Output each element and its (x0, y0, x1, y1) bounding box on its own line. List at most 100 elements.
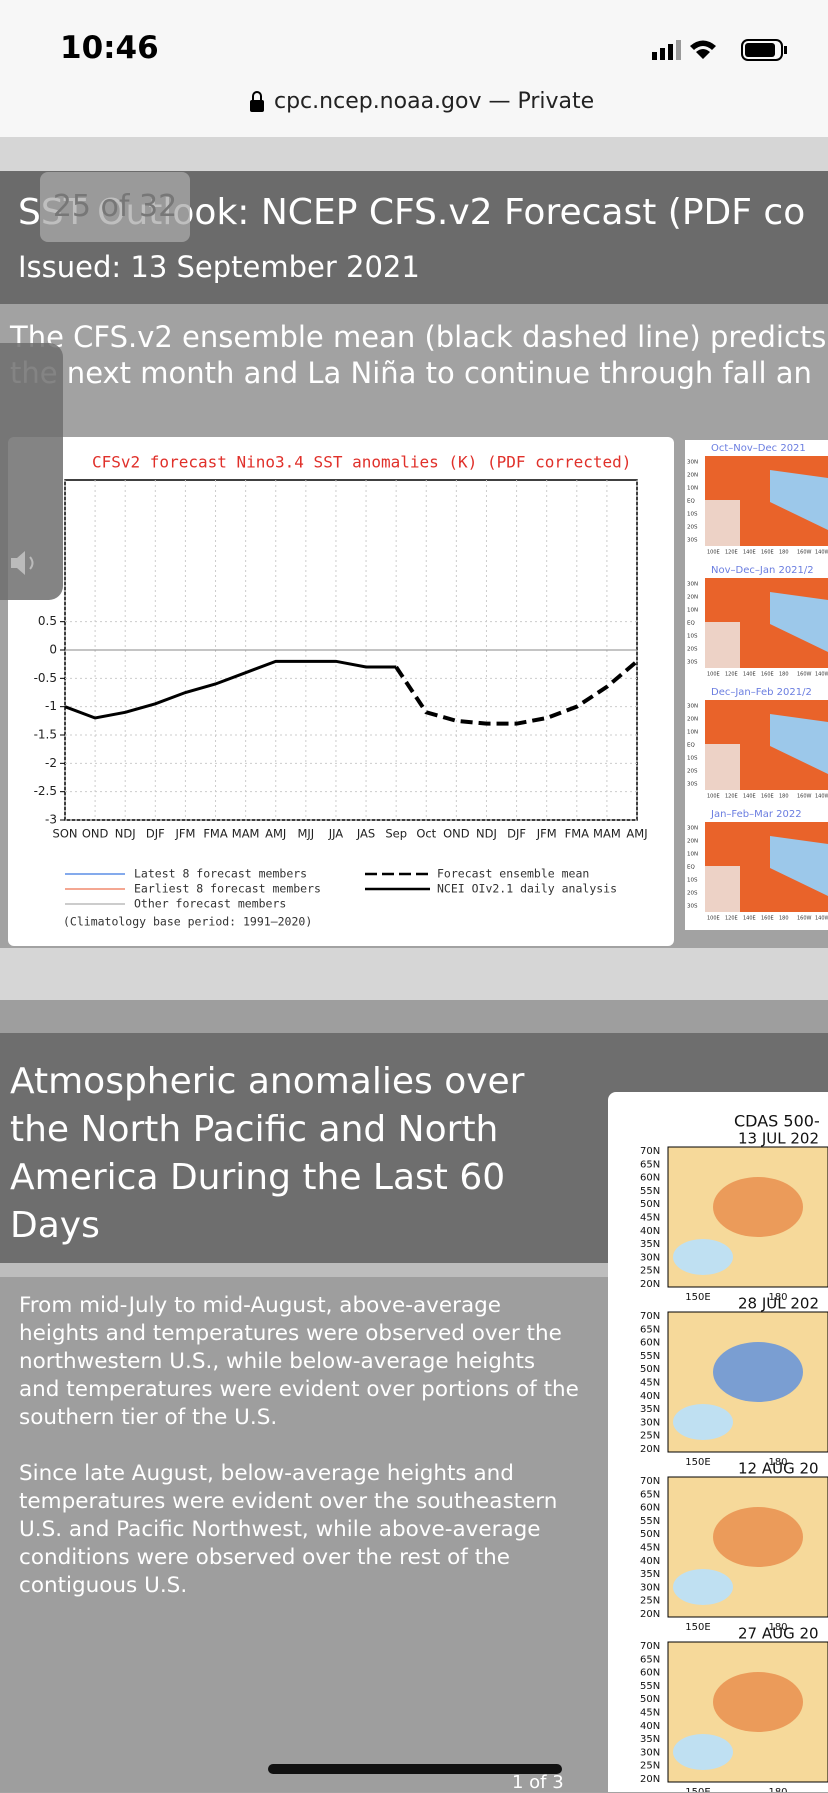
lat-label: 30N (640, 1747, 660, 1758)
slide-counter: 25 of 32 (40, 172, 190, 242)
lat-label: EQ (687, 865, 695, 871)
lat-label: 20N (640, 1444, 660, 1455)
x-tick-label: NDJ (115, 827, 136, 841)
lat-label: 60N (640, 1503, 660, 1514)
map-frame (667, 1476, 828, 1618)
map-blob (673, 1569, 733, 1605)
series-line (64, 659, 397, 720)
x-tick-label: Oct (416, 827, 436, 841)
y-tick-label: -1.5 (34, 728, 57, 742)
lat-label: 65N (640, 1654, 660, 1665)
lon-label: 140W (815, 672, 828, 678)
lon-label: 100E (707, 794, 720, 800)
lon-label: 180 (768, 1457, 787, 1468)
lat-label: 40N (640, 1721, 660, 1732)
x-tick-label: Sep (385, 827, 407, 841)
legend-label: Latest 8 forecast members (134, 867, 307, 881)
lat-label: 30N (640, 1582, 660, 1593)
lat-label: 20S (687, 525, 698, 531)
lat-label: 70N (640, 1641, 660, 1652)
lat-label: EQ (687, 499, 695, 505)
lat-label: 25N (640, 1266, 660, 1277)
lon-label: 160E (761, 672, 774, 678)
lon-label: 140E (743, 672, 756, 678)
status-icons (652, 39, 787, 61)
lat-label: 10N (687, 852, 698, 858)
clock: 10:46 (60, 30, 159, 66)
x-tick-label: NDJ (476, 827, 497, 841)
paragraph: Since late August, below-average heights… (19, 1461, 558, 1598)
chart-title: CFSv2 forecast Nino3.4 SST anomalies (K)… (92, 453, 631, 472)
lat-label: 30S (687, 904, 698, 910)
lat-label: 40N (640, 1226, 660, 1237)
y-tick-label: -2 (45, 756, 57, 770)
lat-label: 60N (640, 1338, 660, 1349)
legend-label: Forecast ensemble mean (437, 867, 589, 881)
lat-label: 65N (640, 1489, 660, 1500)
panel-title: CDAS 500- (734, 1112, 820, 1131)
lat-label: 20S (687, 647, 698, 653)
lat-label: 60N (640, 1668, 660, 1679)
home-indicator (268, 1764, 562, 1774)
lat-label: 55N (640, 1351, 660, 1362)
lat-label: 30N (687, 704, 698, 710)
lon-label: 140W (815, 550, 828, 556)
lat-label: 10S (687, 634, 698, 640)
map-land (705, 500, 740, 546)
lat-label: 50N (640, 1529, 660, 1540)
x-tick-label: FMA (203, 827, 228, 841)
map-land (705, 622, 740, 668)
lat-label: 45N (640, 1378, 660, 1389)
lat-label: 30N (640, 1252, 660, 1263)
lat-label: 50N (640, 1199, 660, 1210)
gap (0, 137, 828, 173)
map-frame (667, 1641, 828, 1783)
lon-label: 120E (725, 794, 738, 800)
lon-label: 180 (779, 550, 789, 556)
x-tick-label: AMJ (626, 827, 647, 841)
lat-label: 65N (640, 1159, 660, 1170)
map-date: 28 JUL 202 (738, 1295, 819, 1313)
pager: 1 of 3 (512, 1772, 564, 1793)
map-cold (770, 714, 828, 774)
lon-label: 100E (707, 916, 720, 922)
x-tick-label: DJF (507, 827, 526, 841)
map-cold (770, 592, 828, 652)
lon-label: 140E (743, 550, 756, 556)
lon-label: 120E (725, 916, 738, 922)
lat-label: 35N (640, 1404, 660, 1415)
url[interactable]: cpc.ncep.noaa.gov — Private (274, 89, 595, 114)
lat-label: 25N (640, 1596, 660, 1607)
y-tick-label: -3 (45, 813, 57, 827)
lon-label: 160W (797, 550, 812, 556)
chart: CFSv2 forecast Nino3.4 SST anomalies (K)… (34, 453, 648, 929)
lat-label: EQ (687, 621, 695, 627)
lon-label: 150E (685, 1622, 710, 1633)
lat-label: 20N (687, 595, 698, 601)
lat-label: 55N (640, 1516, 660, 1527)
lat-label: 10N (687, 486, 698, 492)
y-tick-label: -0.5 (34, 671, 57, 685)
volume-hud (0, 343, 63, 600)
y-tick-label: 0 (49, 643, 57, 657)
lat-label: 20S (687, 891, 698, 897)
browser-chrome (0, 0, 828, 137)
map-blob (713, 1177, 803, 1237)
legend-label: NCEI OIv2.1 daily analysis (437, 882, 617, 896)
lon-label: 140W (815, 794, 828, 800)
map-blob (713, 1507, 803, 1567)
lon-label: 160E (761, 550, 774, 556)
lat-label: 55N (640, 1681, 660, 1692)
lat-label: 20N (640, 1609, 660, 1620)
map-frame (667, 1311, 828, 1453)
lon-label: 100E (707, 672, 720, 678)
map-cold (770, 470, 828, 530)
lat-label: 35N (640, 1569, 660, 1580)
series-line (394, 659, 639, 726)
lon-label: 180 (768, 1787, 787, 1792)
lon-label: 120E (725, 672, 738, 678)
lat-label: 30N (640, 1417, 660, 1428)
lon-label: 180 (779, 916, 789, 922)
y-tick-label: 0.5 (38, 614, 57, 628)
